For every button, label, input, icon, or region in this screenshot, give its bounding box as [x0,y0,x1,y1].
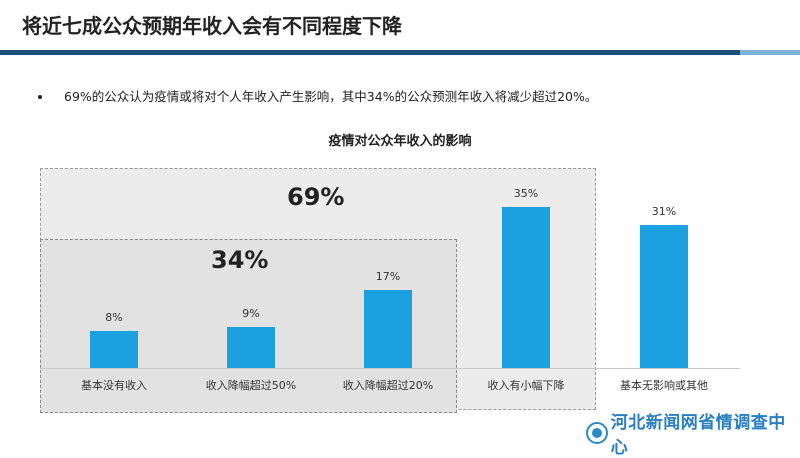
category-label: 收入降幅超过20% [342,379,434,392]
logo: 河北新闻网省情调查中心 [586,413,800,458]
logo-icon [586,422,608,444]
bullet-dot-icon [38,94,42,99]
page-title: 将近七成公众预期年收入会有不同程度下降 [22,14,402,38]
category-label: 基本无影响或其他 [620,379,708,392]
bar-value-label: 8% [105,311,123,325]
bar [640,225,688,368]
bullet-point: 69%的公众认为疫情或将对个人年收入产生影响，其中34%的公众预测年收入将减少超… [38,86,597,105]
logo-text: 河北新闻网省情调查中心 [610,413,786,458]
bar-value-label: 31% [651,205,677,219]
bar [364,289,412,368]
bar-value-label: 35% [513,187,539,200]
bar [502,207,550,368]
chart-title: 疫情对公众年收入的影响 [328,134,472,149]
bar-value-label: 9% [242,306,260,320]
category-label: 基本没有收入 [81,379,147,392]
category-label: 收入降幅超过50% [205,379,297,392]
bar [227,326,275,368]
title-divider [0,50,740,55]
x-axis-line [40,368,740,369]
group-label-69: 69% [287,183,345,211]
category-label: 收入有小幅下降 [487,379,565,392]
bullet-text: 69%的公众认为疫情或将对个人年收入产生影响，其中34%的公众预测年收入将减少超… [64,89,598,104]
bar-value-label: 17% [375,269,401,283]
group-label-34: 34% [211,246,269,274]
title-divider-accent [740,50,800,55]
bar [90,331,138,368]
